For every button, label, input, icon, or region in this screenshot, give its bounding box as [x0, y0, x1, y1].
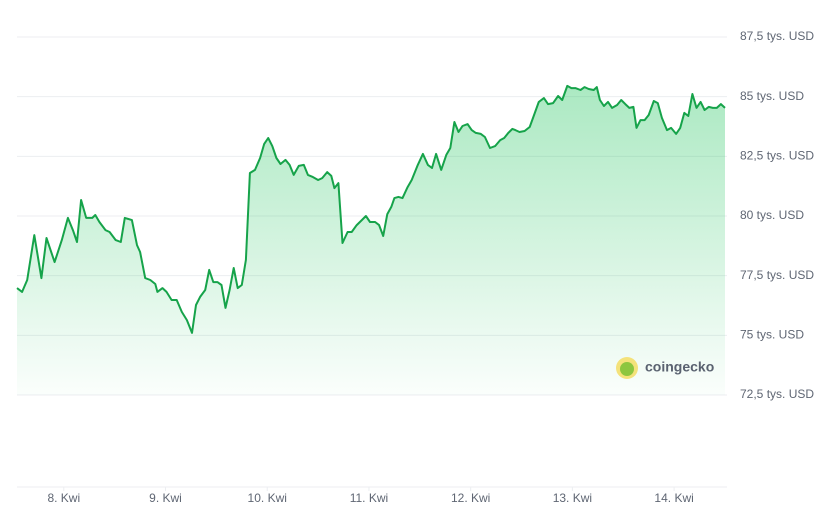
y-tick-label: 80 tys. USD [740, 208, 804, 222]
watermark-text: coingecko [645, 359, 714, 375]
x-tick-label: 13. Kwi [553, 491, 592, 505]
y-tick-label: 82,5 tys. USD [740, 149, 814, 163]
price-line [16, 84, 726, 334]
area-fill [17, 85, 725, 396]
x-tick-label: 8. Kwi [47, 491, 80, 505]
x-tick-label: 12. Kwi [451, 491, 490, 505]
x-tick-label: 9. Kwi [149, 491, 182, 505]
watermark-logo-inner [620, 362, 634, 376]
y-tick-label: 75 tys. USD [740, 328, 804, 342]
x-tick-label: 10. Kwi [248, 491, 287, 505]
y-tick-label: 87,5 tys. USD [740, 29, 814, 43]
y-tick-label: 72,5 tys. USD [740, 387, 814, 401]
x-tick-label: 11. Kwi [350, 491, 388, 505]
x-tick-label: 14. Kwi [654, 491, 693, 505]
watermark: coingecko [616, 357, 714, 379]
y-tick-label: 77,5 tys. USD [740, 268, 814, 282]
y-tick-label: 85 tys. USD [740, 89, 804, 103]
